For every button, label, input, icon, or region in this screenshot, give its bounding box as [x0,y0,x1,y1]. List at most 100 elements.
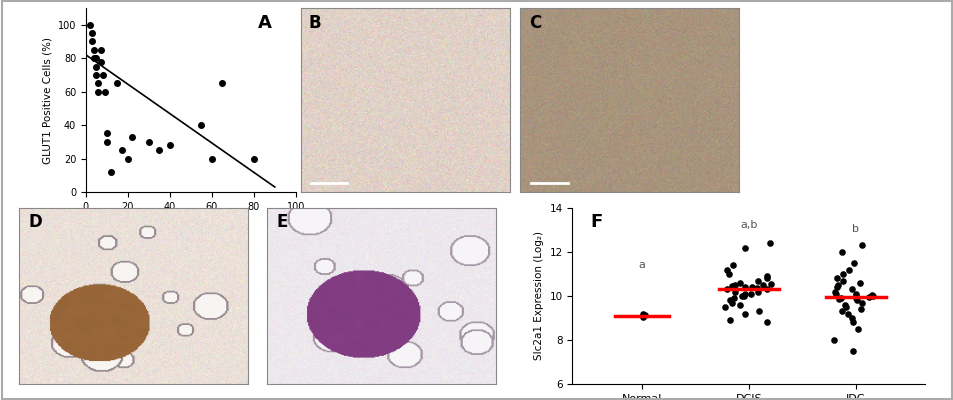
Point [834,271,849,277]
Point [89,55,104,61]
Point [97,88,112,95]
Point [864,293,880,299]
Point [725,262,740,268]
Point [246,155,261,162]
Text: A: A [257,14,272,32]
Point [91,88,106,95]
Y-axis label: GLUT1 Positive Cells (%): GLUT1 Positive Cells (%) [42,36,52,164]
Point [828,284,843,290]
Point [846,260,862,266]
Point [837,302,852,308]
Point [87,55,102,61]
Point [759,319,774,326]
Point [843,315,859,321]
Point [759,273,774,279]
Point [847,290,862,297]
Point [830,296,845,302]
Point [749,288,764,295]
Point [110,80,125,86]
Point [841,266,856,273]
Point [849,297,864,304]
Point [635,310,650,317]
Point [863,292,879,298]
Point [721,271,737,277]
Point [844,319,860,326]
Point [759,275,774,282]
Text: a,b: a,b [740,220,757,230]
Point [829,275,844,282]
X-axis label: Tumor Area (mm²): Tumor Area (mm²) [143,217,238,227]
Point [830,282,845,288]
Point [852,280,867,286]
Point [850,326,865,332]
Point [113,147,129,153]
Point [835,278,850,284]
Point [141,139,156,145]
Point [124,134,139,140]
Point [85,30,100,36]
Point [840,310,855,317]
Point [827,290,842,297]
Point [751,308,766,314]
Point [742,290,758,297]
Point [721,317,737,323]
Point [827,288,842,295]
Point [634,313,649,319]
Point [723,283,739,289]
Point [853,299,868,306]
Point [737,290,752,297]
Text: E: E [276,213,288,231]
Point [89,63,104,70]
Point [204,155,219,162]
Point [743,284,759,290]
Point [733,293,748,299]
Point [736,293,751,299]
Point [719,286,734,292]
Point [162,142,177,148]
Point [635,314,650,320]
Point [719,266,734,273]
Point [89,72,104,78]
Point [861,294,876,300]
Point [726,295,741,302]
Point [844,286,860,292]
Point [749,278,764,284]
Point [853,306,868,312]
Point [120,155,135,162]
Point [833,295,848,302]
Point [833,249,848,255]
Point [759,286,774,292]
Point [737,244,752,251]
Point [724,299,740,306]
Point [152,147,167,153]
Text: a: a [638,260,644,270]
Point [85,38,100,45]
Text: D: D [29,213,42,231]
Point [726,282,741,288]
Point [844,348,860,354]
Point [847,293,862,299]
Point [721,297,737,304]
Point [838,304,853,310]
Point [92,58,108,65]
Point [193,122,209,128]
Point [731,302,746,308]
Point [755,282,770,288]
Point [91,80,106,86]
Point [732,280,747,286]
Y-axis label: Slc2a1 Expression (Log₂): Slc2a1 Expression (Log₂) [534,232,543,360]
Text: C: C [528,14,540,32]
Point [214,80,230,86]
Point [726,288,741,295]
Point [82,22,97,28]
Point [762,281,778,287]
Text: B: B [309,14,321,32]
Point [748,285,763,292]
Point [737,284,752,290]
Point [737,310,752,317]
Point [99,139,114,145]
Point [854,242,869,248]
Text: F: F [589,213,601,231]
Point [95,72,111,78]
Text: b: b [851,224,859,234]
